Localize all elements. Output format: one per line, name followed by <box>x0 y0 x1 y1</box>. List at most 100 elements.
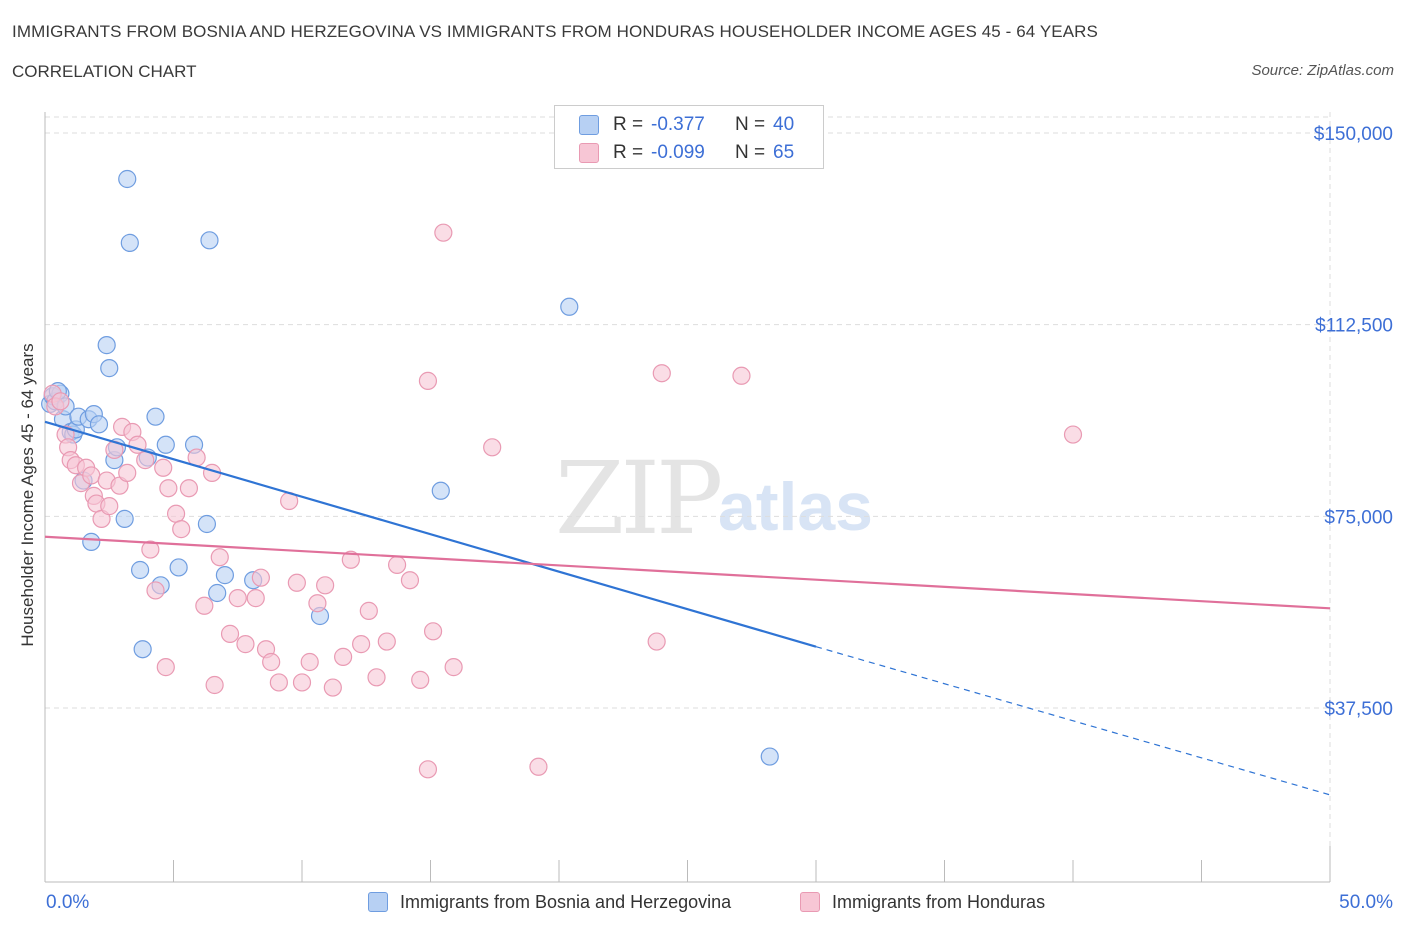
point-honduras <box>159 479 178 498</box>
point-honduras <box>51 392 70 411</box>
trend-line-bosnia-extrapolated <box>815 646 1331 796</box>
watermark-atlas: atlas <box>718 469 873 545</box>
point-honduras <box>444 658 463 677</box>
point-honduras <box>1063 425 1083 444</box>
source-label: Source: ZipAtlas.com <box>1251 62 1394 79</box>
y-tick-label: $75,000 <box>1324 507 1393 528</box>
point-honduras <box>156 658 175 677</box>
point-honduras <box>352 635 371 654</box>
point-bosnia <box>97 336 116 355</box>
chart-subtitle: CORRELATION CHART <box>12 62 197 81</box>
point-honduras <box>246 589 265 608</box>
point-honduras <box>300 652 319 672</box>
correlation-legend: R = -0.377 N = 40 R = -0.099 N = 65 <box>554 105 824 169</box>
point-bosnia <box>215 566 234 585</box>
legend-r-label: R = <box>613 114 644 135</box>
point-honduras <box>82 466 101 485</box>
legend-r-label: R = <box>613 142 644 163</box>
bottom-legend-swatch-honduras <box>800 892 820 912</box>
point-honduras <box>377 632 396 651</box>
point-honduras <box>228 589 247 608</box>
point-bosnia <box>760 747 779 766</box>
point-honduras <box>483 438 502 457</box>
point-honduras <box>418 371 438 390</box>
point-honduras <box>154 458 173 477</box>
point-bosnia <box>89 415 109 434</box>
bottom-legend-label-bosnia: Immigrants from Bosnia and Herzegovina <box>400 891 732 912</box>
point-honduras <box>236 635 255 654</box>
point-bosnia <box>169 558 188 577</box>
point-honduras <box>308 594 327 613</box>
point-bosnia <box>208 583 227 603</box>
y-tick-label: $112,500 <box>1315 316 1393 337</box>
y-axis-label: Householder Income Ages 45 - 64 years <box>18 343 37 647</box>
point-honduras <box>146 581 165 600</box>
point-bosnia <box>115 509 134 528</box>
point-bosnia <box>197 514 217 534</box>
bottom-legend-honduras: Immigrants from Honduras <box>800 890 1045 914</box>
point-honduras <box>205 675 224 695</box>
point-honduras <box>195 596 214 615</box>
chart-title: IMMIGRANTS FROM BOSNIA AND HERZEGOVINA V… <box>12 22 1098 41</box>
point-bosnia <box>156 435 175 454</box>
point-honduras <box>367 668 386 687</box>
legend-n-label: N = <box>735 114 766 135</box>
point-honduras <box>341 550 360 569</box>
point-honduras <box>323 678 342 697</box>
legend-r-value: -0.377 <box>651 114 705 135</box>
point-honduras <box>118 463 137 482</box>
legend-n-value: 40 <box>773 114 795 135</box>
legend-r-value: -0.099 <box>651 142 705 163</box>
trend-line-honduras <box>44 535 1331 610</box>
point-honduras <box>262 652 281 672</box>
legend-row-honduras: R = -0.099 N = 65 <box>579 142 794 164</box>
point-honduras <box>251 568 270 587</box>
legend-n-label: N = <box>735 142 766 163</box>
point-bosnia <box>560 297 579 316</box>
point-honduras <box>179 479 199 498</box>
legend-n-value: 65 <box>773 142 795 163</box>
point-honduras <box>269 673 288 692</box>
point-bosnia <box>200 231 219 250</box>
legend-row-bosnia: R = -0.377 N = 40 <box>579 114 794 136</box>
point-honduras <box>400 571 420 590</box>
point-honduras <box>220 624 240 643</box>
y-tick-label: $37,500 <box>1324 699 1393 720</box>
point-bosnia <box>100 359 119 378</box>
legend-swatch-bosnia <box>579 115 599 135</box>
bottom-legend-bosnia: Immigrants from Bosnia and Herzegovina <box>368 890 731 914</box>
watermark-zip: ZIP <box>555 440 723 557</box>
point-honduras <box>423 622 443 641</box>
legend-swatch-honduras <box>579 143 599 163</box>
point-honduras <box>334 647 353 666</box>
point-honduras <box>411 670 430 689</box>
point-bosnia <box>82 532 101 551</box>
y-tick-label: $150,000 <box>1314 124 1393 145</box>
point-bosnia <box>133 640 152 659</box>
point-honduras <box>141 540 160 559</box>
x-tick-label: 0.0% <box>46 892 89 913</box>
trend-line-bosnia <box>44 420 817 648</box>
point-bosnia <box>120 233 139 252</box>
point-bosnia <box>118 169 137 189</box>
point-honduras <box>166 504 186 523</box>
point-honduras <box>359 601 378 620</box>
point-honduras <box>210 548 229 567</box>
point-bosnia <box>431 481 450 500</box>
point-honduras <box>647 632 666 651</box>
point-honduras <box>387 555 407 574</box>
point-honduras <box>316 576 335 595</box>
point-honduras <box>434 223 453 242</box>
point-honduras <box>418 760 438 779</box>
point-honduras <box>652 364 671 383</box>
point-honduras <box>100 497 119 516</box>
point-honduras <box>732 366 751 385</box>
bottom-legend-swatch-bosnia <box>368 892 388 912</box>
point-bosnia <box>130 560 150 580</box>
point-honduras <box>136 451 155 470</box>
point-bosnia <box>146 407 165 426</box>
point-honduras <box>529 757 548 776</box>
point-honduras <box>287 573 306 592</box>
x-tick-label: 50.0% <box>1339 892 1393 913</box>
point-honduras <box>172 520 191 539</box>
